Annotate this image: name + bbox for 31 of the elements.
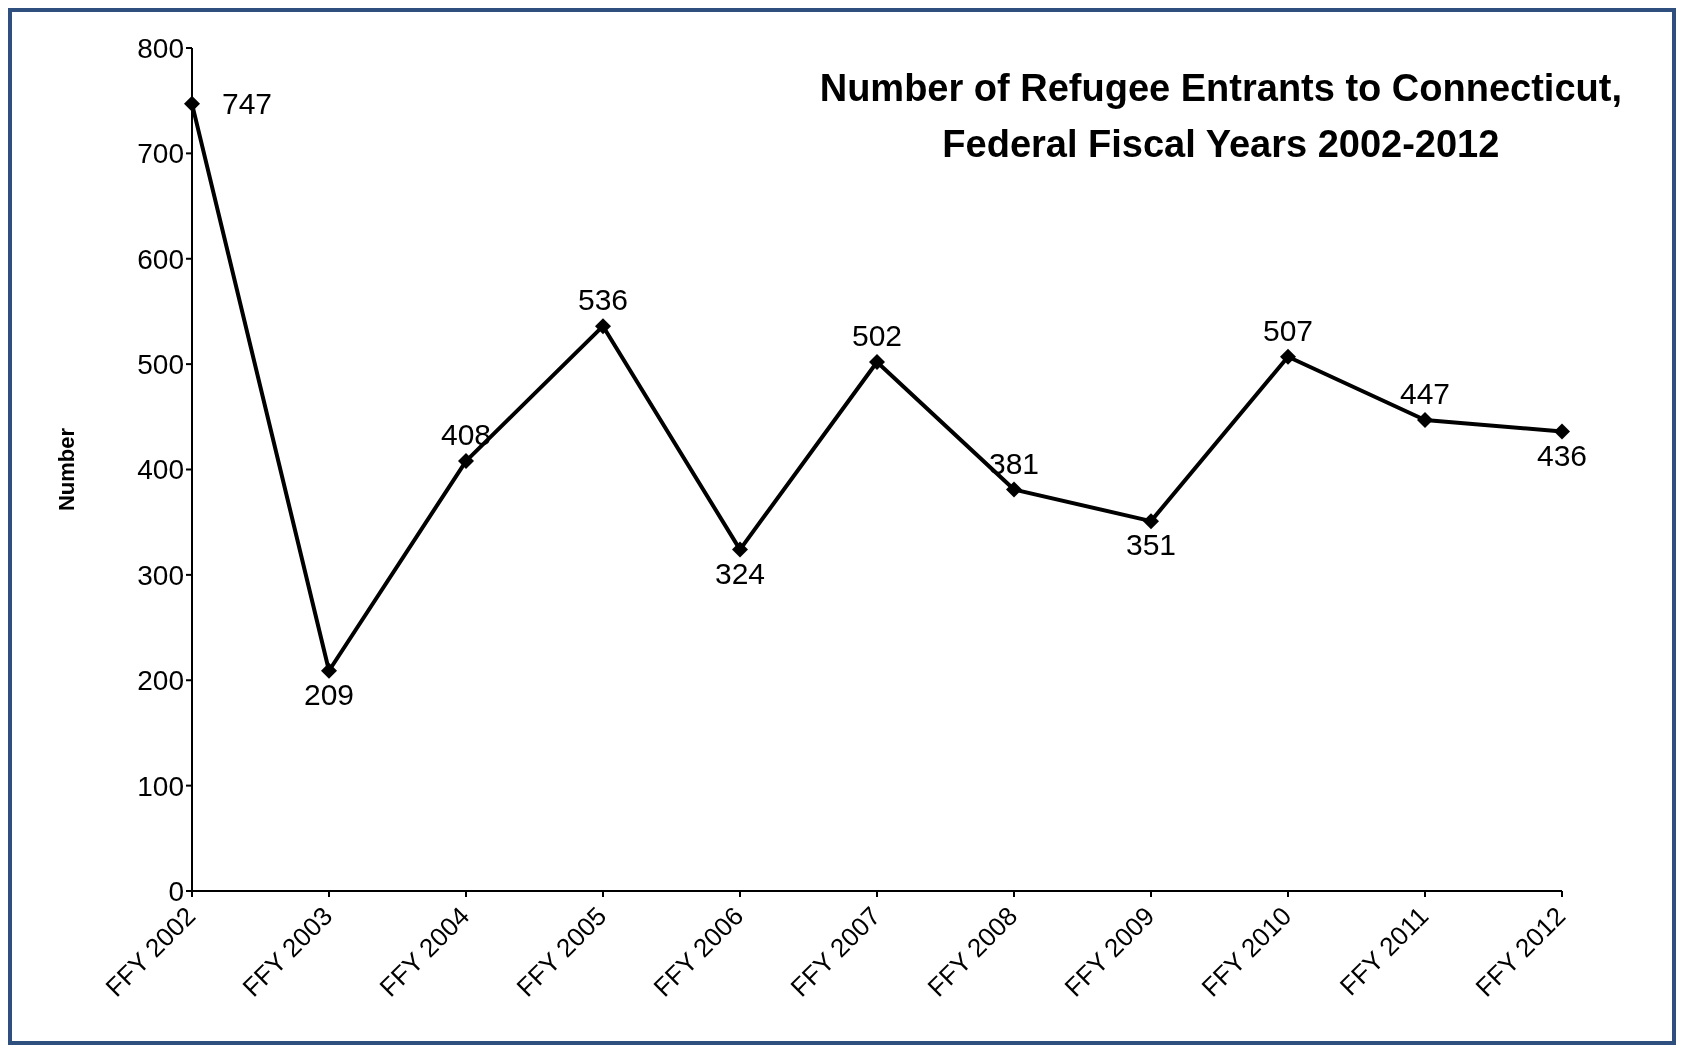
y-tick-label: 600 xyxy=(137,243,184,275)
data-label: 209 xyxy=(303,677,355,711)
y-tick-label: 300 xyxy=(137,559,184,591)
y-tick-label: 700 xyxy=(137,138,184,170)
point xyxy=(732,541,748,558)
data-label: 324 xyxy=(714,556,766,590)
y-tick-label: 400 xyxy=(137,454,184,486)
data-label: 502 xyxy=(851,319,903,353)
point xyxy=(458,453,474,470)
text: Number of Refugee Entrants to Connecticut, Federal Fiscal Years 2002-2012 xyxy=(819,66,1622,167)
data-label: 351 xyxy=(1125,528,1177,562)
data-label: 536 xyxy=(577,283,629,317)
point xyxy=(869,354,885,371)
y-tick-label: 0 xyxy=(168,875,184,907)
point xyxy=(1006,481,1022,498)
y-tick-label: 200 xyxy=(137,665,184,697)
point xyxy=(595,318,611,335)
y-tick-label: 100 xyxy=(137,770,184,802)
y-tick-label: 800 xyxy=(137,32,184,64)
point xyxy=(1417,411,1433,428)
point xyxy=(1554,423,1570,440)
point xyxy=(1280,348,1296,365)
point xyxy=(184,95,200,112)
point xyxy=(321,662,337,679)
data-label: 447 xyxy=(1399,376,1451,410)
y-tick-label: 500 xyxy=(137,349,184,381)
data-label: 436 xyxy=(1536,438,1588,472)
data-label: 747 xyxy=(222,86,273,120)
point xyxy=(1143,513,1159,530)
y-axis-title: Number xyxy=(53,427,79,512)
data-label: 507 xyxy=(1262,313,1314,347)
